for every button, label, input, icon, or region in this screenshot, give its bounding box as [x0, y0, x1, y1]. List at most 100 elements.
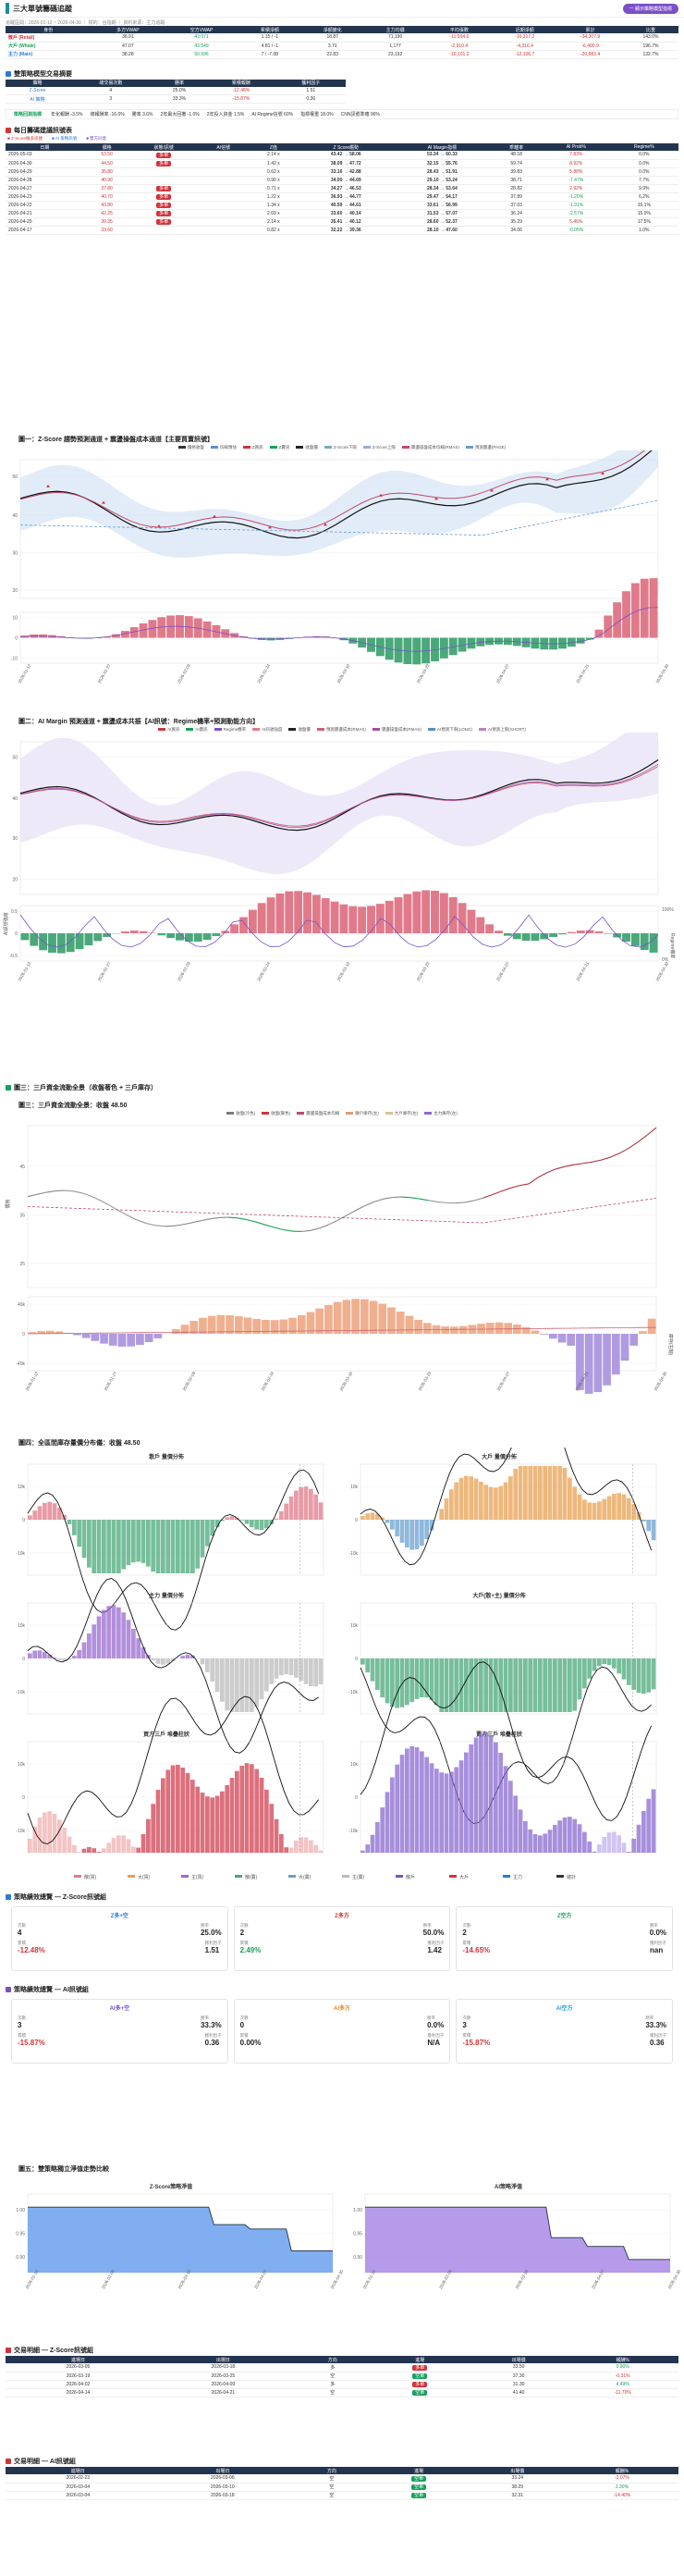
perf-card: AI空方 次數 3 勝率 33.3% 累積 -15.87% 獲利因子 0.36: [456, 1999, 674, 2064]
dist-bar: [318, 1850, 324, 1853]
trades-ai-table: 進場日 出場日 方向 進場 出場價 報酬% 2026-02-23 2026-03-06 空空單 3…: [6, 2467, 678, 2500]
chart2-title: 圖二：AI Margin 預測通道 + 震盪成本共振【AI訊號：Regime機率…: [18, 719, 260, 725]
dist-bar: [483, 1485, 489, 1520]
table-cell: 28.60 → 52.37: [394, 217, 491, 227]
dist-bar: [72, 1520, 77, 1535]
table-cell: 28.43 → 51.91: [394, 167, 491, 177]
rmas-line: [19, 450, 646, 531]
tick-label: 1.00: [353, 2208, 362, 2213]
table-cell: 33.3%: [152, 94, 207, 104]
bar-mark: [139, 931, 148, 933]
perf-ai-panel: 策略績效總覽 — AI訊號組 AI多+空 次數 3 勝率 33.3% 累積 -15.87% 獲…: [0, 1984, 684, 2064]
dist-bar: [582, 1499, 587, 1520]
column-header: 報酬%: [565, 2467, 678, 2474]
direction-badge: 空單: [411, 2475, 427, 2482]
table-cell: -2,910.4: [426, 42, 493, 51]
table-row: Z-Score 4 25.0% -12.48% 1.51: [6, 86, 346, 95]
column-header: 總交易次數: [68, 79, 153, 87]
chart5-panel: 圖五：雙策略獨立淨值走勢比較 Z-Score策略淨值 0.90 0.95 1.00 20…: [0, 2164, 684, 2303]
trades-ai-panel: 交易明細 — AI訊號組 進場日 出場日 方向 進場 出場價 報酬% 2026-02-23 2…: [0, 2456, 684, 2500]
dist-bar: [612, 1658, 617, 1669]
regime-tick: 0%: [662, 957, 669, 963]
column-header: 報酬%: [567, 2356, 678, 2363]
close-segment: [55, 1189, 65, 1192]
dist-bar: [636, 1824, 641, 1853]
dist-bar: [444, 1498, 449, 1520]
table-cell: 34.27 → 46.53: [298, 184, 395, 193]
table-cell: 1.22 x: [249, 192, 299, 202]
perf-card-title: Z多+空: [110, 1914, 128, 1919]
table-cell: 22.83: [300, 50, 364, 59]
close-segment: [64, 1189, 74, 1192]
close-segment: [73, 1190, 83, 1194]
close-segment: [537, 1172, 548, 1178]
bar-mark: [503, 933, 512, 936]
perf-row: 次數 0 勝率 0.0%: [240, 2015, 445, 2029]
close-segment: [45, 1190, 55, 1193]
tick-label: 10k: [18, 1485, 26, 1490]
perf-card-title: AI多方: [334, 2006, 351, 2012]
column-header: 出場日: [150, 2356, 296, 2363]
bar-mark: [458, 903, 467, 933]
dist-bar: [612, 1494, 617, 1520]
bar-mark: [55, 1331, 64, 1334]
dist-bar: [547, 1658, 553, 1712]
tick-label: 50: [12, 756, 18, 761]
table-cell: -34,307.9: [557, 33, 623, 43]
bar-mark: [342, 1300, 351, 1334]
app-logo-icon: [6, 3, 9, 14]
legend-item: AI預測下限(LONG): [428, 727, 472, 733]
perf-z-title: 策略績效總覽 — Z-Score訊號組: [14, 1894, 106, 1901]
zscore-band: [20, 450, 658, 558]
dist-bar: [399, 1755, 405, 1853]
direction-badge: 多單: [412, 2382, 428, 2387]
x-tick-label: 2026-01-12: [25, 1371, 40, 1392]
dist-bar: [380, 1517, 385, 1520]
bar-mark: [311, 894, 321, 933]
dist-bar: [454, 1767, 459, 1853]
stat-value: nan: [650, 1946, 664, 1954]
z-buy-marker: [102, 500, 105, 504]
dist-bar: [458, 1658, 464, 1712]
stat-label: 次數: [462, 2015, 471, 2020]
table-row: 2026-04-23 40.70 多單 1.22 x 36.93 → 44.77 29.4…: [6, 192, 678, 202]
stat-value: 0.0%: [427, 2021, 445, 2029]
table-cell: 43.42 → 58.06: [298, 151, 395, 160]
dist-bar: [365, 1844, 371, 1853]
dist-bar: [651, 1520, 656, 1541]
rmas2-line: [19, 763, 659, 829]
bar-mark: [93, 933, 103, 942]
list-icon: [6, 2459, 11, 2464]
legend-swatch: [128, 1875, 135, 1878]
close-segment: [319, 1224, 329, 1229]
bar-mark: [576, 1334, 584, 1390]
dist-bar: [205, 1520, 210, 1547]
bar-mark: [176, 933, 184, 941]
regime-tick: 100%: [662, 907, 674, 913]
show-strategy-button[interactable]: 一 顯示策略模型指標: [622, 3, 678, 14]
z-buy-marker: [324, 523, 327, 526]
profile-line: [27, 1695, 320, 1845]
table-cell: -4,316.4: [492, 42, 558, 51]
x-tick-label: 2026-02-09: [177, 663, 191, 684]
bar-mark: [193, 933, 202, 942]
trophy-icon: [6, 1894, 11, 1900]
dist-bar: [111, 1838, 116, 1853]
dist-bar: [106, 1843, 112, 1853]
trades-z-panel: 交易明細 — Z-Score訊號組 進場日 出場日 方向 進場 出場價 報酬% 2026-0…: [0, 2345, 684, 2397]
dist-bar: [28, 1838, 32, 1853]
table-cell: 7 / -7.08: [238, 50, 301, 59]
dist-bar: [299, 1658, 304, 1682]
table-row: 2026-05-03 53.50 多單 2.14 x 43.42 → 58.06 53.3…: [6, 151, 678, 160]
bar-mark: [230, 924, 239, 933]
stat-label: 勝率: [422, 1923, 432, 1928]
legend-item: 震盪操盤成本均線: [297, 1111, 339, 1116]
dist-bar: [494, 1487, 498, 1520]
table-cell: -12.48%: [206, 86, 276, 95]
table-row: 2026-03-04 2026-03-18 空 空單 32.31 -14.40%: [6, 2491, 678, 2500]
perf-row: 次數 3 勝率 33.3%: [462, 2015, 666, 2029]
ai-band: [20, 733, 658, 874]
dist-bar: [244, 1763, 250, 1853]
table-cell: 多單: [129, 201, 198, 210]
